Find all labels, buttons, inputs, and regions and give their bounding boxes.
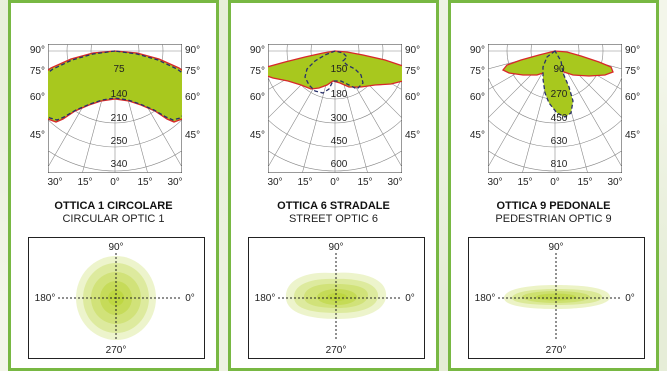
radial-intensity-label: 75 <box>113 64 125 75</box>
angle-label-right: 90° <box>405 45 420 56</box>
footprint-label-top: 90° <box>108 242 123 253</box>
angle-label-bottom: 15° <box>517 177 532 188</box>
angle-label-bottom: 30° <box>167 177 182 188</box>
angle-label-left: 45° <box>30 130 45 141</box>
footprint-diagram: 90° 180° 0° 270° <box>248 237 425 359</box>
angle-label-right: 60° <box>405 92 420 103</box>
radial-intensity-label: 630 <box>551 136 568 147</box>
angle-label-bottom: 15° <box>357 177 372 188</box>
polar-diagram: 90° 75° 60° 45° 90° 75° 60° 45° 30° 15° 0° 15° 30° 15… <box>250 44 420 188</box>
radial-intensity-label: 450 <box>331 136 348 147</box>
footprint-label-left: 180° <box>35 293 56 304</box>
angle-label-bottom: 30° <box>607 177 622 188</box>
angle-label-right: 60° <box>185 92 200 103</box>
radial-intensity-label: 210 <box>111 113 128 124</box>
angle-label-left: 90° <box>250 45 265 56</box>
polar-diagram: 90° 75° 60° 45° 90° 75° 60° 45° 30° 15° 0° 15° 30° 75… <box>30 44 200 188</box>
footprint-label-bottom: 270° <box>106 345 127 356</box>
angle-label-left: 60° <box>30 92 45 103</box>
light-distribution-red <box>268 50 402 90</box>
light-distribution-red <box>48 50 182 123</box>
radial-intensity-label: 180 <box>331 89 348 100</box>
optic-card-pedestrian: 90° 75° 60° 45° 90° 75° 60° 45° 30° 15° 0° 15° 30° 90… <box>448 0 659 371</box>
radial-intensity-label: 270 <box>551 89 568 100</box>
angle-label-left: 45° <box>470 130 485 141</box>
footprint-diagram: 90° 180° 0° 270° <box>28 237 205 359</box>
footprint-pedestrian <box>504 285 610 309</box>
angle-label-bottom: 15° <box>297 177 312 188</box>
footprint-label-right: 0° <box>185 293 195 304</box>
angle-label-right: 75° <box>405 66 420 77</box>
footprint-label-top: 90° <box>548 242 563 253</box>
angle-label-left: 75° <box>250 66 265 77</box>
angle-label-bottom: 30° <box>487 177 502 188</box>
angle-label-right: 45° <box>185 130 200 141</box>
footprint-label-top: 90° <box>328 242 343 253</box>
footprint-label-bottom: 270° <box>326 345 347 356</box>
radial-intensity-label: 340 <box>111 159 128 170</box>
angle-label-left: 60° <box>470 92 485 103</box>
optic-subtitle: STREET OPTIC 6 <box>288 213 379 225</box>
angle-label-bottom: 0° <box>550 177 560 188</box>
angle-label-left: 45° <box>250 130 265 141</box>
radial-intensity-label: 90 <box>553 64 565 75</box>
footprint-label-right: 0° <box>405 293 415 304</box>
optic-card-street: 90° 75° 60° 45° 90° 75° 60° 45° 30° 15° 0° 15° 30° 15… <box>228 0 439 371</box>
footprint-diagram: 90° 180° 0° 270° <box>468 237 645 359</box>
radial-intensity-label: 810 <box>551 159 568 170</box>
angle-label-left: 75° <box>30 66 45 77</box>
footprint-label-left: 180° <box>475 293 496 304</box>
optic-title: OTTICA 1 CIRCOLARE <box>54 200 173 212</box>
radial-intensity-label: 600 <box>331 159 348 170</box>
angle-label-bottom: 30° <box>387 177 402 188</box>
angle-label-right: 90° <box>185 45 200 56</box>
optic-card-circular: 90° 75° 60° 45° 90° 75° 60° 45° 30° 15° 0° 15° 30° 75… <box>8 0 219 371</box>
radial-intensity-label: 250 <box>111 136 128 147</box>
radial-intensity-label: 300 <box>331 113 348 124</box>
radial-intensity-label: 140 <box>111 89 128 100</box>
radial-intensity-label: 450 <box>551 113 568 124</box>
angle-label-left: 60° <box>250 92 265 103</box>
angle-label-left: 90° <box>470 45 485 56</box>
radial-intensity-label: 150 <box>331 64 348 75</box>
optic-title: OTTICA 6 STRADALE <box>277 200 390 212</box>
angle-label-bottom: 15° <box>77 177 92 188</box>
angle-label-bottom: 0° <box>110 177 120 188</box>
angle-label-bottom: 30° <box>267 177 282 188</box>
light-distribution-blue <box>542 50 574 118</box>
angle-label-right: 90° <box>625 45 640 56</box>
angle-label-left: 75° <box>470 66 485 77</box>
angle-label-right: 45° <box>625 130 640 141</box>
angle-label-right: 60° <box>625 92 640 103</box>
footprint-label-bottom: 270° <box>546 345 567 356</box>
angle-label-bottom: 0° <box>330 177 340 188</box>
footprint-label-left: 180° <box>255 293 276 304</box>
optic-subtitle: CIRCULAR OPTIC 1 <box>62 213 165 225</box>
polar-diagram: 90° 75° 60° 45° 90° 75° 60° 45° 30° 15° 0° 15° 30° 90… <box>470 44 640 188</box>
angle-label-bottom: 15° <box>577 177 592 188</box>
footprint-street <box>285 272 387 319</box>
angle-label-bottom: 30° <box>47 177 62 188</box>
light-distribution-blue <box>304 50 364 94</box>
angle-label-right: 75° <box>625 66 640 77</box>
angle-label-left: 90° <box>30 45 45 56</box>
angle-label-right: 45° <box>405 130 420 141</box>
angle-label-right: 75° <box>185 66 200 77</box>
optic-subtitle: PEDESTRIAN OPTIC 9 <box>495 213 612 225</box>
angle-label-bottom: 15° <box>137 177 152 188</box>
optic-title: OTTICA 9 PEDONALE <box>496 200 611 212</box>
footprint-label-right: 0° <box>625 293 635 304</box>
